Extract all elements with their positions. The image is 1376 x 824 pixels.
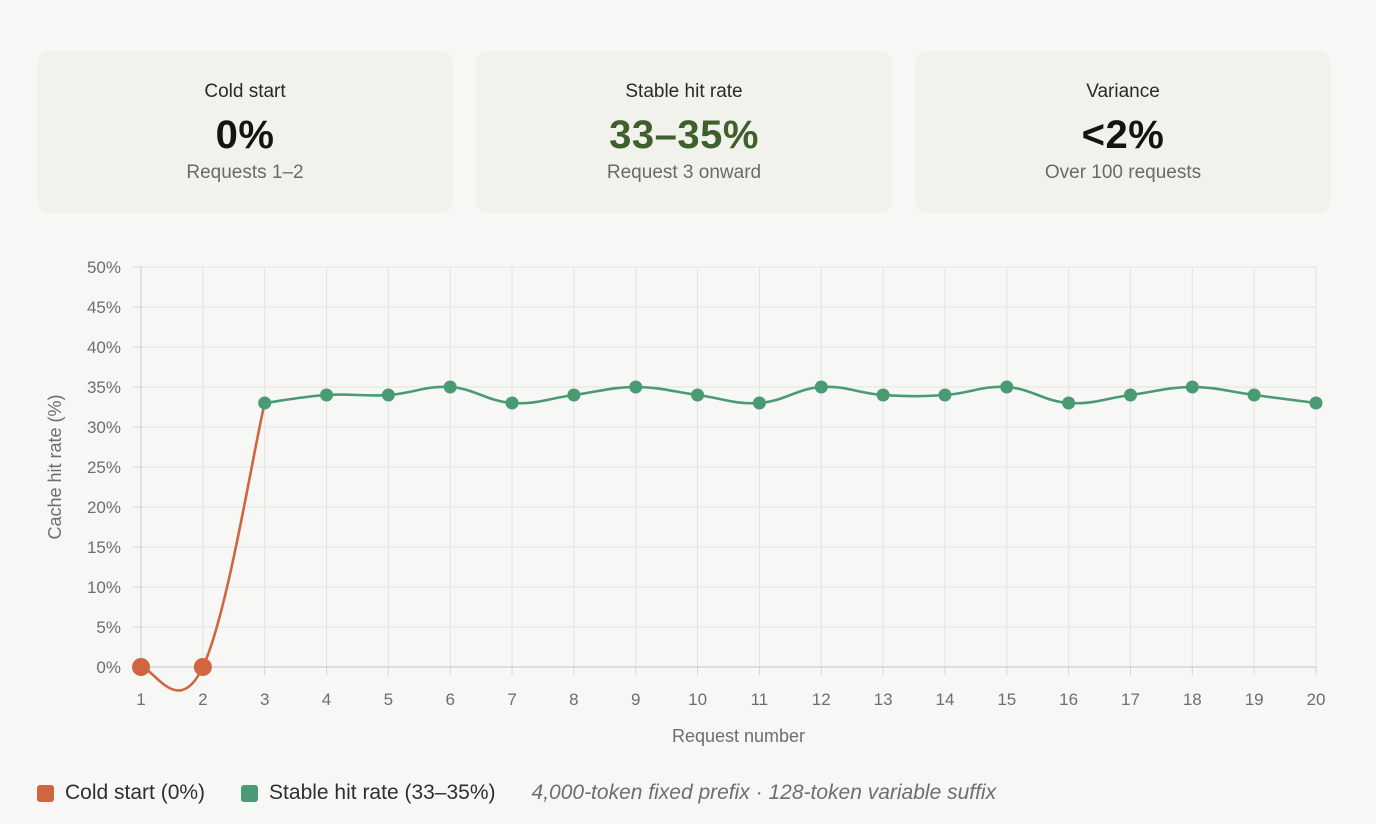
card-variance: Variance <2% Over 100 requests <box>915 51 1331 213</box>
y-tick-label: 30% <box>87 418 121 437</box>
data-point-stable-hit-rate <box>1247 388 1261 402</box>
x-tick-label: 15 <box>997 690 1016 709</box>
data-point-stable-hit-rate <box>567 388 581 402</box>
data-point-stable-hit-rate <box>258 396 272 410</box>
x-tick-label: 11 <box>751 690 769 709</box>
series-line-stable-hit-rate <box>264 385 1317 405</box>
data-point-stable-hit-rate <box>691 388 705 402</box>
x-tick-label: 17 <box>1121 690 1140 709</box>
card-stable-hit-rate: Stable hit rate 33–35% Request 3 onward <box>476 51 892 213</box>
chart-legend: Cold start (0%) Stable hit rate (33–35%)… <box>37 779 996 807</box>
x-tick-label: 1 <box>136 690 145 709</box>
x-tick-label: 18 <box>1183 690 1202 709</box>
x-tick-label: 19 <box>1245 690 1264 709</box>
legend-swatch <box>241 784 259 802</box>
x-tick-label: 10 <box>688 690 707 709</box>
legend-item-stable-hit-rate[interactable]: Stable hit rate (33–35%) <box>241 781 496 805</box>
legend-item-cold-start[interactable]: Cold start (0%) <box>37 781 205 805</box>
y-tick-label: 15% <box>87 538 121 557</box>
data-point-stable-hit-rate <box>381 388 395 402</box>
data-point-stable-hit-rate <box>320 388 334 402</box>
data-point-stable-hit-rate <box>752 396 766 410</box>
y-tick-label: 35% <box>87 378 121 397</box>
legend-label: Stable hit rate (33–35%) <box>269 781 496 804</box>
y-tick-label: 10% <box>87 578 121 597</box>
x-tick-label: 3 <box>260 690 269 709</box>
x-tick-label: 20 <box>1307 690 1326 709</box>
data-point-stable-hit-rate <box>1309 396 1323 410</box>
data-point-stable-hit-rate <box>1000 380 1014 394</box>
card-cold-start: Cold start 0% Requests 1–2 <box>37 51 453 213</box>
chart-grid <box>133 266 1317 675</box>
data-point-stable-hit-rate <box>938 388 952 402</box>
y-axis-title: Cache hit rate (%) <box>45 394 65 539</box>
y-tick-label: 20% <box>87 498 121 517</box>
x-tick-label: 9 <box>631 690 640 709</box>
series-line-cold-start <box>140 402 266 692</box>
x-tick-label: 4 <box>322 690 331 709</box>
card-value: 33–35% <box>609 113 759 157</box>
card-label: Cold start <box>204 81 286 102</box>
x-tick-label: 14 <box>935 690 954 709</box>
y-tick-label: 50% <box>87 258 121 277</box>
legend-note: 4,000-token fixed prefix · 128-token var… <box>531 781 997 804</box>
card-subtext: Over 100 requests <box>1044 162 1202 183</box>
summary-cards: Cold start 0% Requests 1–2 Stable hit ra… <box>37 51 1332 213</box>
legend-swatch <box>37 784 54 802</box>
x-tick-label: 8 <box>569 690 578 709</box>
x-tick-label: 12 <box>812 690 831 709</box>
card-label: Stable hit rate <box>625 81 743 102</box>
y-tick-label: 40% <box>87 338 121 357</box>
data-point-cold-start <box>193 658 212 676</box>
y-axis-ticks: 0% 5% 10% 15% 20% 25% 30% 35% 40% 45% 50% <box>87 258 121 677</box>
data-point-stable-hit-rate <box>629 380 643 394</box>
x-tick-label: 6 <box>445 690 454 709</box>
card-subtext: Requests 1–2 <box>186 162 304 183</box>
x-tick-label: 16 <box>1059 690 1078 709</box>
y-tick-label: 5% <box>96 618 121 637</box>
x-tick-label: 5 <box>384 690 393 709</box>
data-point-stable-hit-rate <box>443 380 457 394</box>
x-tick-label: 2 <box>198 690 207 709</box>
y-tick-label: 45% <box>87 298 121 317</box>
x-axis-title: Request number <box>672 726 805 746</box>
chart-points <box>132 380 1323 676</box>
chart-lines <box>140 385 1317 692</box>
card-subtext: Request 3 onward <box>606 162 762 183</box>
card-value: <2% <box>1081 113 1165 157</box>
y-tick-label: 0% <box>96 658 121 677</box>
data-point-stable-hit-rate <box>814 380 828 394</box>
card-label: Variance <box>1086 81 1160 102</box>
data-point-stable-hit-rate <box>876 388 890 402</box>
data-point-stable-hit-rate <box>1185 380 1199 394</box>
data-point-cold-start <box>132 658 150 676</box>
data-point-stable-hit-rate <box>1123 388 1137 402</box>
card-value: 0% <box>215 113 275 157</box>
x-tick-label: 7 <box>507 690 516 709</box>
x-tick-label: 13 <box>874 690 893 709</box>
legend-label: Cold start (0%) <box>65 781 206 804</box>
x-axis-ticks: 1 2 3 4 5 6 7 8 9 10 11 12 13 14 15 16 17 18 19 20 <box>136 690 1325 709</box>
data-point-stable-hit-rate <box>1062 396 1076 410</box>
data-point-stable-hit-rate <box>505 396 519 410</box>
y-tick-label: 25% <box>87 458 121 477</box>
